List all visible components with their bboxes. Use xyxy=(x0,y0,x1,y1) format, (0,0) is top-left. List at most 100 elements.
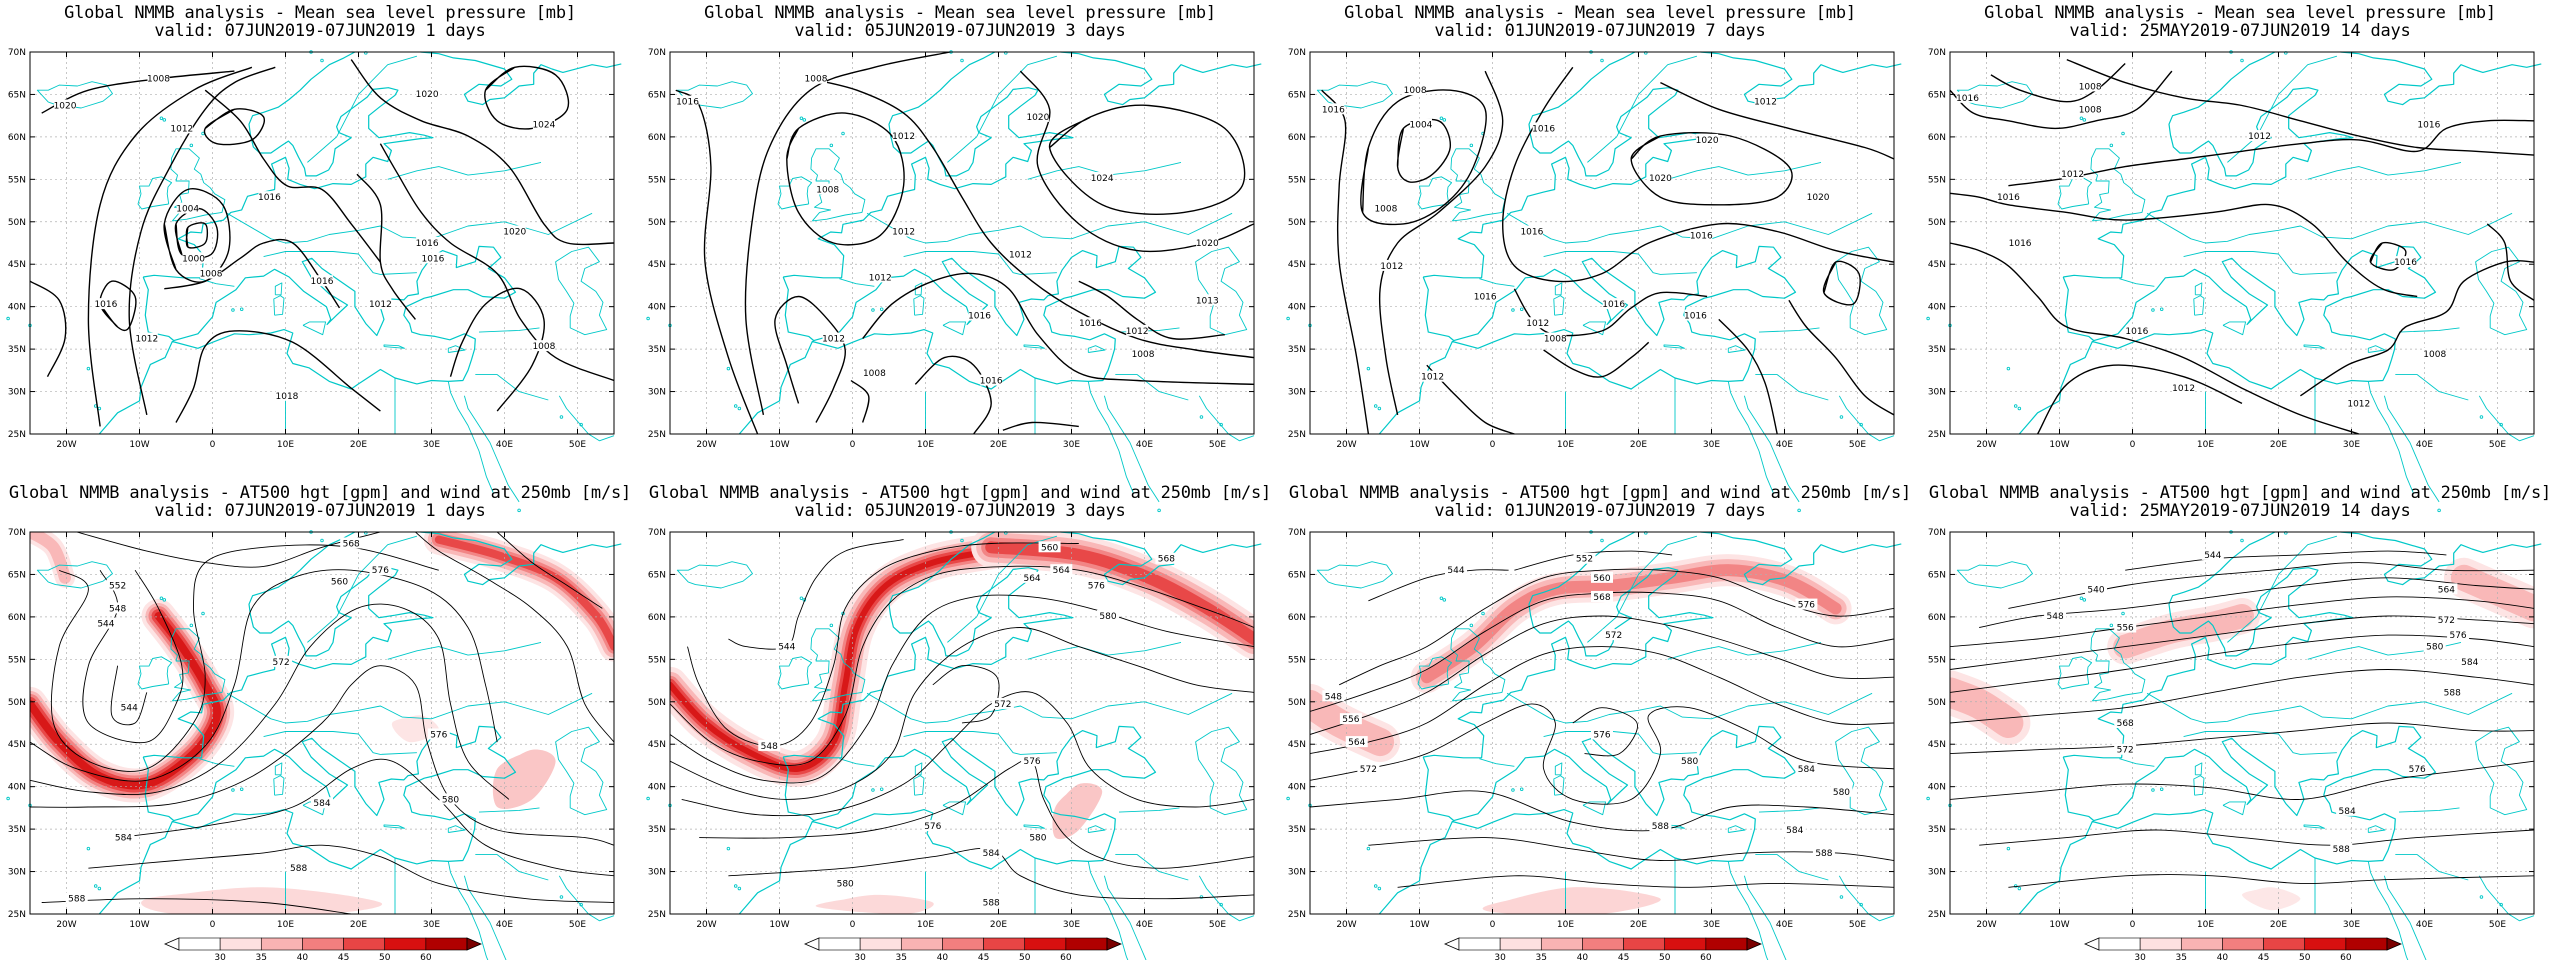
coastline xyxy=(1587,55,1698,163)
map-plot: 544 540 548 556 564 572 576 580 584 588 568 572 576 5… xyxy=(1926,528,2542,960)
lon-tick-label: 10E xyxy=(917,920,934,930)
contour-label-bg xyxy=(2125,324,2148,336)
contour-label: 1004 xyxy=(176,205,199,215)
plot-frame xyxy=(1949,531,2535,915)
colorbar-swatch xyxy=(2345,937,2388,951)
isoline xyxy=(1630,131,1793,206)
contour-label: 1012 xyxy=(2172,384,2195,394)
island xyxy=(1859,902,1863,907)
contour-label: 544 xyxy=(778,643,795,653)
coastline xyxy=(1115,854,1189,881)
coastline xyxy=(2146,212,2513,244)
contour-label-bg xyxy=(369,564,392,576)
coastline xyxy=(947,55,1058,163)
contour-label: 1020 xyxy=(416,90,439,100)
lat-tick-label: 35N xyxy=(1928,345,1946,355)
contour-label: 564 xyxy=(1348,738,1365,748)
contour-label-bg xyxy=(112,831,135,843)
island xyxy=(1286,316,1290,321)
coastline xyxy=(558,875,615,922)
lat-tick-label: 35N xyxy=(1928,825,1946,835)
lon-tick-label: 10W xyxy=(769,440,789,450)
colorbar-tick-label: 60 xyxy=(420,953,432,960)
axes: 70N 65N 60N 55N 50N 45N 40N 35N 30N 25N 20W 10W 0 10E… xyxy=(8,528,615,930)
contour-label-bg xyxy=(980,374,1003,386)
isoline xyxy=(728,539,904,650)
island xyxy=(871,308,875,312)
contour-label-bg xyxy=(1520,225,1543,237)
contour-label: 548 xyxy=(761,742,778,752)
coastline xyxy=(307,535,418,643)
lat-tick-label: 25N xyxy=(8,910,26,920)
contour-label: 584 xyxy=(1798,765,1815,775)
coastline xyxy=(1417,176,1453,210)
lat-tick-label: 30N xyxy=(1288,388,1306,398)
contour-label: 576 xyxy=(2409,765,2426,775)
isoline xyxy=(1501,66,1895,283)
pressure-contours: 1016 1008 1004 1008 1012 1016 1020 1020 1012 1020… xyxy=(1321,66,1895,435)
island xyxy=(733,884,738,888)
lat-tick-label: 25N xyxy=(648,430,666,440)
coastline xyxy=(2057,656,2093,690)
contour-label-bg xyxy=(2406,762,2429,774)
panel-hgt-wind-1day: Global NMMB analysis - AT500 hgt [gpm] a… xyxy=(0,480,640,960)
axes: 70N 65N 60N 55N 50N 45N 40N 35N 30N 25N 20W 10W 0 10E… xyxy=(1928,528,2535,930)
colorbar-tick-label: 30 xyxy=(2134,953,2146,960)
contour-label: 1012 xyxy=(1754,98,1777,108)
map-plot: 1016 1008 1004 1008 1012 1016 1020 1020 1012 1020… xyxy=(1286,48,1902,513)
colorbar-tick-label: 35 xyxy=(2176,953,2187,960)
contour-label-bg xyxy=(775,640,798,652)
island xyxy=(841,131,845,136)
coastline xyxy=(1663,344,1685,349)
contour-label: 1012 xyxy=(1380,262,1403,272)
colorbar-swatch xyxy=(1458,937,1501,951)
panel-hgt-wind-7day: Global NMMB analysis - AT500 hgt [gpm] a… xyxy=(1280,480,1920,960)
contour-label: 1012 xyxy=(1009,250,1032,260)
island xyxy=(1481,611,1485,616)
lon-tick-label: 50E xyxy=(1209,440,1226,450)
contour-label-bg xyxy=(1079,317,1102,329)
colorbar-tick-label: 35 xyxy=(896,953,907,960)
coastline xyxy=(783,51,1074,279)
coastline xyxy=(1553,295,1565,316)
lat-tick-label: 55N xyxy=(8,175,26,185)
lat-tick-label: 60N xyxy=(1288,133,1306,143)
jet-band xyxy=(30,612,222,790)
island xyxy=(559,895,564,899)
isoline xyxy=(1339,568,1894,686)
contour-label: 1016 xyxy=(2394,258,2417,268)
isoline xyxy=(670,627,1254,800)
coastline xyxy=(1023,344,1045,349)
contour-label: 1016 xyxy=(1956,94,1979,104)
contour-label: 572 xyxy=(2438,616,2455,626)
island xyxy=(726,846,731,851)
coastline xyxy=(2183,731,2337,755)
contour-label: 1012 xyxy=(135,335,158,345)
contour-label: 1012 xyxy=(369,300,392,310)
coastline xyxy=(2194,282,2203,296)
lon-tick-label: 0 xyxy=(850,920,856,930)
island xyxy=(960,58,964,63)
isoline xyxy=(2486,223,2535,301)
panel-mslp-7day: Global NMMB analysis - Mean sea level pr… xyxy=(1280,0,1920,513)
island xyxy=(2082,118,2087,122)
contour-label-bg xyxy=(2435,613,2458,625)
contour-label: 568 xyxy=(343,539,360,549)
colorbar-swatch xyxy=(384,937,427,951)
colorbar-swatch xyxy=(900,937,943,951)
island xyxy=(737,406,742,411)
contour-label: 544 xyxy=(121,704,138,714)
island xyxy=(2109,623,2114,628)
contour-label-bg xyxy=(287,862,310,874)
island xyxy=(646,796,650,801)
contour-label: 1012 xyxy=(869,273,892,283)
island xyxy=(1219,422,1223,427)
isoline xyxy=(774,295,846,423)
contour-label-bg xyxy=(2114,717,2137,728)
contour-label-bg xyxy=(135,332,158,344)
axes: 70N 65N 60N 55N 50N 45N 40N 35N 30N 25N 20W 10W 0 10E… xyxy=(1288,48,1895,450)
coastline xyxy=(1103,875,1147,960)
coastline xyxy=(903,731,1057,755)
lon-tick-label: 10W xyxy=(2049,440,2069,450)
coastline xyxy=(2383,395,2440,503)
